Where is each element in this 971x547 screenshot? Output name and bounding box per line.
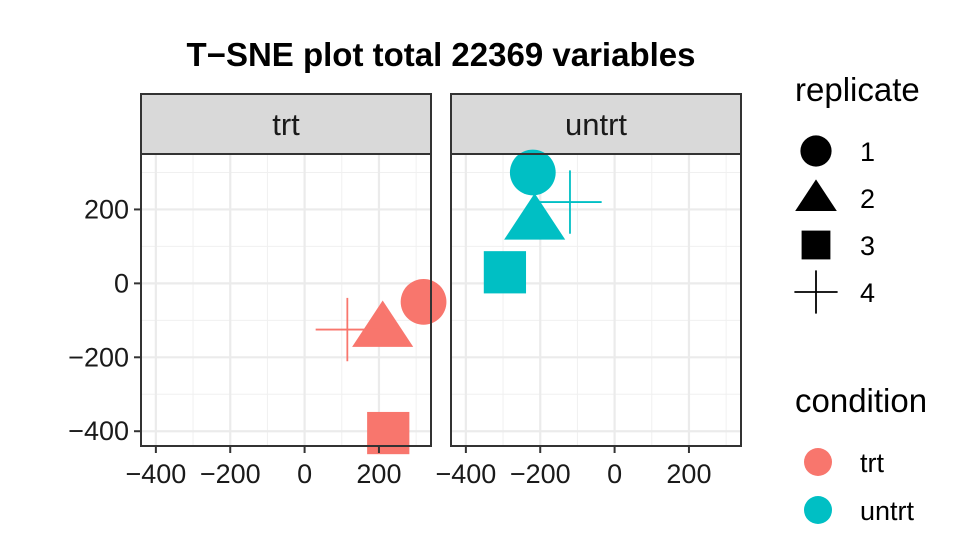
facet-panel-untrt: untrt −400 −200 0 200 — [435, 93, 742, 489]
facet-panel-trt: trt −400 −200 0 200 −400 −200 0 200 — [68, 93, 447, 489]
y-tick-label: 200 — [84, 194, 129, 224]
legend-key-circle — [800, 135, 832, 167]
x-tick-label: −400 — [435, 459, 496, 489]
legend-label-replicate: 1 — [860, 137, 875, 167]
data-point-rep3 — [367, 411, 410, 455]
gridlines — [451, 154, 741, 446]
panel-border — [450, 153, 742, 447]
data-point-rep3 — [483, 251, 527, 294]
x-tick-label: −200 — [510, 459, 571, 489]
x-tick-label: 0 — [297, 459, 312, 489]
facet-panels: trt −400 −200 0 200 −400 −200 0 200 untrt −400 −200… — [68, 93, 742, 489]
legend-label-condition: trt — [860, 448, 884, 478]
x-tick-label: −400 — [125, 459, 186, 489]
x-tick-label: 0 — [607, 459, 622, 489]
gridlines — [141, 154, 431, 446]
x-tick-label: 200 — [666, 459, 711, 489]
legend: replicate 1 2 3 4 condition trt untrt — [794, 71, 927, 526]
panel-border — [140, 153, 432, 447]
x-tick-label: 200 — [356, 459, 401, 489]
facet-strip-label: trt — [272, 107, 300, 142]
legend-label-replicate: 4 — [860, 278, 875, 308]
legend-key-color — [804, 496, 832, 524]
plot-background — [141, 154, 431, 446]
data-points — [483, 149, 602, 294]
chart-title: T−SNE plot total 22369 variables — [187, 36, 696, 73]
x-tick-label: −200 — [200, 459, 261, 489]
legend-title-replicate: replicate — [795, 71, 920, 108]
y-tick-label: 0 — [114, 268, 129, 298]
data-point-rep1 — [400, 278, 447, 325]
data-points — [315, 278, 447, 455]
data-point-rep4 — [538, 170, 602, 234]
legend-key-cross — [794, 270, 838, 314]
legend-label-condition: untrt — [860, 496, 915, 526]
data-point-rep2 — [352, 300, 414, 347]
legend-label-replicate: 2 — [860, 184, 875, 214]
facet-strip — [450, 93, 742, 155]
legend-key-color — [804, 448, 832, 476]
legend-key-triangle — [795, 179, 837, 212]
data-point-rep4 — [315, 297, 380, 362]
legend-title-condition: condition — [795, 382, 927, 419]
plot-background — [451, 154, 741, 446]
data-point-rep1 — [509, 149, 556, 196]
legend-key-square — [801, 230, 831, 260]
legend-label-replicate: 3 — [860, 231, 875, 261]
y-tick-label: −400 — [68, 416, 129, 446]
facet-strip-label: untrt — [565, 107, 627, 142]
facet-strip — [140, 93, 432, 155]
data-point-rep2 — [504, 193, 566, 240]
y-tick-label: −200 — [68, 342, 129, 372]
